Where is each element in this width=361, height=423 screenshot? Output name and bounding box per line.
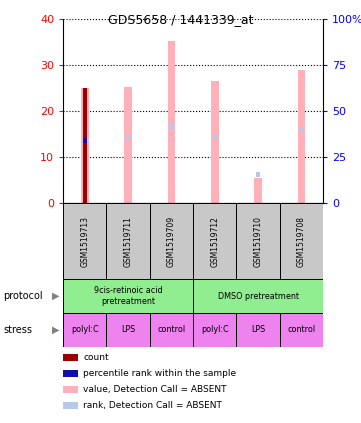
Text: control: control [287, 325, 316, 335]
Text: GSM1519712: GSM1519712 [210, 216, 219, 266]
Text: LPS: LPS [121, 325, 135, 335]
Bar [236, 203, 280, 279]
Bar [236, 313, 280, 347]
Bar [280, 313, 323, 347]
Bar [126, 135, 130, 140]
Bar [63, 313, 106, 347]
Text: 9cis-retinoic acid
pretreatment: 9cis-retinoic acid pretreatment [94, 286, 162, 306]
Bar [63, 279, 193, 313]
Bar [256, 172, 260, 177]
Bar [124, 87, 132, 203]
Text: LPS: LPS [251, 325, 265, 335]
Text: value, Detection Call = ABSENT: value, Detection Call = ABSENT [83, 385, 227, 394]
Bar [81, 88, 89, 203]
Text: GSM1519710: GSM1519710 [254, 216, 262, 266]
Bar [299, 126, 304, 132]
Bar [193, 203, 236, 279]
Bar [280, 203, 323, 279]
Text: polyI:C: polyI:C [201, 325, 229, 335]
Text: rank, Detection Call = ABSENT: rank, Detection Call = ABSENT [83, 401, 222, 410]
Text: GSM1519709: GSM1519709 [167, 216, 176, 266]
Text: GDS5658 / 1441339_at: GDS5658 / 1441339_at [108, 13, 253, 26]
Text: DMSO pretreatment: DMSO pretreatment [218, 291, 299, 301]
Bar [254, 178, 262, 203]
Bar [169, 123, 174, 129]
Text: ▶: ▶ [52, 291, 60, 301]
Text: percentile rank within the sample: percentile rank within the sample [83, 369, 236, 378]
Bar [150, 203, 193, 279]
Text: ▶: ▶ [52, 325, 60, 335]
Text: control: control [157, 325, 186, 335]
Text: GSM1519708: GSM1519708 [297, 216, 306, 266]
Text: stress: stress [4, 325, 32, 335]
Text: GSM1519713: GSM1519713 [81, 216, 89, 266]
Text: GSM1519711: GSM1519711 [124, 216, 132, 266]
Text: polyI:C: polyI:C [71, 325, 99, 335]
Bar [193, 313, 236, 347]
Bar [63, 203, 106, 279]
Bar [83, 138, 87, 143]
Bar [83, 138, 87, 143]
Bar [213, 135, 217, 140]
Bar [150, 313, 193, 347]
Bar [193, 279, 323, 313]
Text: count: count [83, 353, 109, 362]
Text: protocol: protocol [4, 291, 43, 301]
Bar [106, 203, 150, 279]
Bar [211, 81, 219, 203]
Bar [106, 313, 150, 347]
Bar [297, 70, 305, 203]
Bar [168, 41, 175, 203]
Bar [83, 88, 87, 203]
